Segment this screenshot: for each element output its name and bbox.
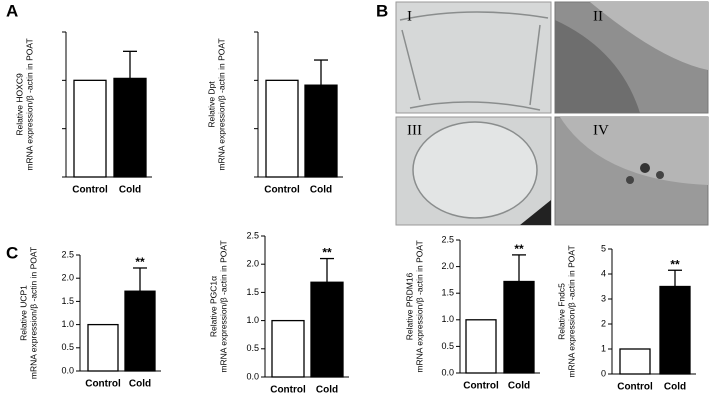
y-axis-label: Relative PRDM16 bbox=[404, 272, 414, 340]
y-axis-label: mRNA expression/β -actin in POAT bbox=[24, 38, 34, 170]
x-tick-label: Control bbox=[270, 385, 306, 396]
y-tick-label: 1.5 bbox=[61, 296, 74, 306]
bar bbox=[619, 348, 651, 375]
bar bbox=[73, 79, 107, 178]
y-tick-label: 2.5 bbox=[441, 234, 454, 244]
bar bbox=[87, 323, 119, 372]
significance: ** bbox=[514, 242, 524, 256]
y-tick-label: 1 bbox=[601, 343, 606, 353]
significance: ** bbox=[670, 257, 680, 271]
x-tick-label: Cold bbox=[119, 185, 141, 196]
y-axis-label: mRNA expression/β -actin in POAT bbox=[566, 245, 576, 377]
y-tick-label: 2.5 bbox=[246, 230, 259, 240]
micrograph-label: I bbox=[407, 8, 412, 24]
y-tick-label: 1.0 bbox=[61, 319, 74, 329]
y-tick-label: 0.0 bbox=[246, 371, 259, 381]
x-tick-label: Control bbox=[463, 381, 499, 392]
y-tick-label: 0.5 bbox=[441, 341, 454, 351]
y-tick-label: 0.0 bbox=[61, 365, 74, 375]
y-tick-label: 2.5 bbox=[61, 249, 74, 259]
y-axis-label: mRNA expression/β -actin in POAT bbox=[28, 247, 38, 379]
significance: ** bbox=[135, 255, 145, 269]
y-axis-label: mRNA expression/β -actin in POAT bbox=[216, 38, 226, 170]
x-tick-label: Control bbox=[72, 185, 108, 196]
micrograph: I bbox=[395, 1, 552, 114]
y-axis-label: mRNA expression/β -actin in POAT bbox=[218, 240, 228, 372]
y-axis-label: Relative Dpt bbox=[206, 81, 216, 128]
y-tick-label: 3 bbox=[601, 293, 606, 303]
bar bbox=[113, 77, 147, 178]
bar bbox=[265, 79, 299, 178]
micrograph-label: III bbox=[407, 122, 422, 138]
x-tick-label: Control bbox=[617, 382, 653, 393]
panel-label: A bbox=[6, 1, 18, 20]
panel-label: C bbox=[6, 243, 18, 262]
panel-label: B bbox=[376, 1, 388, 20]
x-tick-label: Cold bbox=[129, 379, 151, 390]
bar bbox=[124, 290, 156, 372]
micrograph: III bbox=[395, 116, 552, 226]
bar bbox=[659, 285, 691, 375]
y-tick-label: 1.5 bbox=[246, 287, 259, 297]
micrograph: IV bbox=[554, 116, 709, 226]
y-axis-label: Relative Fndc5 bbox=[556, 283, 566, 340]
x-tick-label: Cold bbox=[664, 382, 686, 393]
bar bbox=[310, 281, 344, 378]
y-tick-label: 2 bbox=[601, 318, 606, 328]
y-tick-label: 1.5 bbox=[441, 288, 454, 298]
y-tick-label: 2.0 bbox=[441, 261, 454, 271]
x-tick-label: Cold bbox=[508, 381, 530, 392]
y-axis-label: mRNA expression/β -actin in POAT bbox=[414, 240, 424, 372]
y-tick-label: 1.0 bbox=[246, 315, 259, 325]
micrograph-label: IV bbox=[593, 122, 609, 138]
x-tick-label: Cold bbox=[316, 385, 338, 396]
y-tick-label: 1.0 bbox=[441, 314, 454, 324]
significance: ** bbox=[322, 246, 332, 260]
y-tick-label: 0.0 bbox=[441, 367, 454, 377]
bar bbox=[503, 280, 535, 374]
y-tick-label: 2.0 bbox=[61, 273, 74, 283]
micrograph-label: II bbox=[593, 8, 603, 24]
y-axis-label: Relative HOXC9 bbox=[14, 73, 24, 136]
x-tick-label: Control bbox=[85, 379, 121, 390]
y-axis-label: Relative PGC1α bbox=[208, 276, 218, 337]
bar bbox=[304, 84, 338, 178]
y-axis-label: Relative UCP1 bbox=[18, 285, 28, 341]
bar bbox=[271, 319, 305, 378]
y-tick-label: 0 bbox=[601, 368, 606, 378]
y-tick-label: 4 bbox=[601, 268, 606, 278]
y-tick-label: 0.5 bbox=[246, 343, 259, 353]
y-tick-label: 5 bbox=[601, 243, 606, 253]
y-tick-label: 2.0 bbox=[246, 259, 259, 269]
x-tick-label: Cold bbox=[310, 185, 332, 196]
x-tick-label: Control bbox=[264, 185, 300, 196]
micrograph: II bbox=[554, 1, 709, 114]
y-tick-label: 0.5 bbox=[61, 342, 74, 352]
bar bbox=[465, 319, 497, 374]
